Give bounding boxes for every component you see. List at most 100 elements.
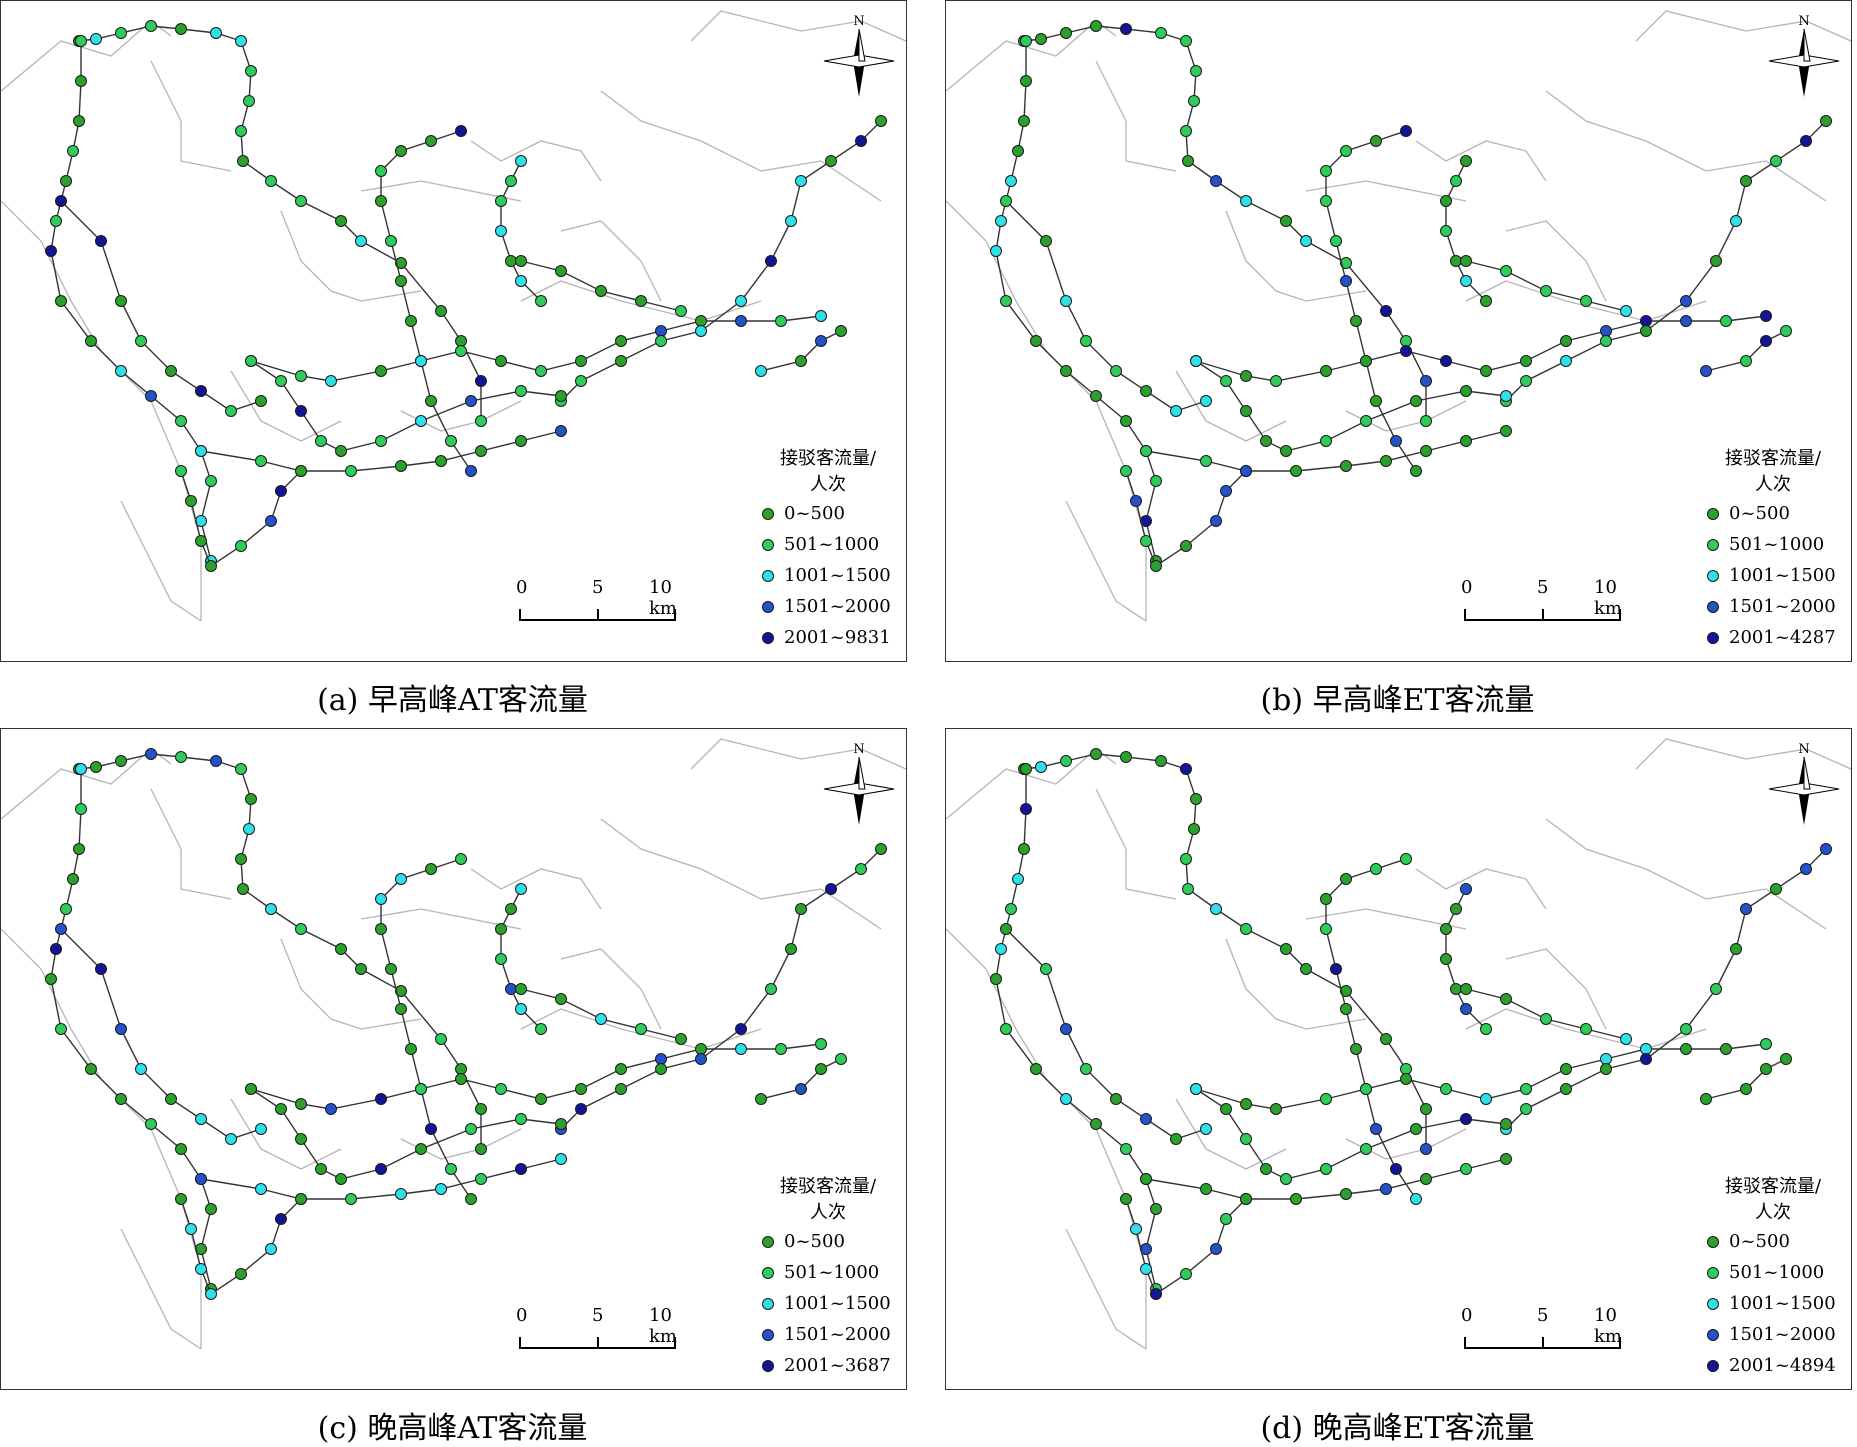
station-marker (1220, 1213, 1232, 1225)
station-marker (295, 923, 307, 935)
legend-item: 0~500 (1699, 1226, 1847, 1257)
metro-line (250, 1088, 562, 1180)
station-marker (695, 325, 707, 337)
district-boundary (690, 10, 906, 42)
station-marker (855, 863, 867, 875)
station-marker (1450, 175, 1462, 187)
station-marker (1180, 125, 1192, 137)
station-marker (1500, 1153, 1512, 1165)
station-marker (515, 385, 527, 397)
station-marker (435, 305, 447, 317)
station-marker (395, 145, 407, 157)
station-marker (1410, 1123, 1422, 1135)
station-marker (205, 1288, 217, 1300)
station-marker (115, 755, 127, 767)
station-marker (505, 983, 517, 995)
station-marker (655, 1063, 667, 1075)
metro-line (995, 41, 1157, 562)
station-marker (243, 95, 255, 107)
legend-subtitle: 人次 (1755, 1202, 1791, 1223)
station-marker (1770, 155, 1782, 167)
station-marker (465, 1193, 477, 1205)
district-boundary (520, 280, 762, 322)
station-marker (1460, 275, 1472, 287)
station-marker (55, 195, 67, 207)
scale-bar: 0 5 10 km (516, 1305, 701, 1375)
station-marker (575, 375, 587, 387)
scale-five: 5 (1537, 577, 1549, 598)
station-marker (475, 1173, 487, 1185)
metro-line (760, 1058, 842, 1100)
station-marker (1180, 763, 1192, 775)
station-marker (1580, 295, 1592, 307)
station-marker (115, 1093, 127, 1105)
scale-five: 5 (592, 577, 604, 598)
station-marker (1340, 257, 1352, 269)
map-panel-b: N 0 5 10 km 接驳客流量/ 人次 0~500 501~1000 100… (945, 0, 1852, 662)
scale-zero: 0 (1461, 1305, 1473, 1326)
station-marker (1000, 1023, 1012, 1035)
scale-ten: 10 km (649, 1305, 677, 1347)
station-marker (1180, 853, 1192, 865)
station-marker (1280, 445, 1292, 457)
station-marker (765, 983, 777, 995)
station-marker (95, 963, 107, 975)
station-marker (515, 1003, 527, 1015)
station-marker (1620, 305, 1632, 317)
legend-title: 接驳客流量/ (779, 1176, 877, 1197)
station-marker (195, 1263, 207, 1275)
station-marker (1000, 195, 1012, 207)
station-marker (1240, 1098, 1252, 1110)
station-marker (85, 1063, 97, 1075)
station-marker (265, 175, 277, 187)
station-marker (1460, 1003, 1472, 1015)
station-marker (455, 853, 467, 865)
station-marker (1060, 755, 1072, 767)
station-marker (1170, 405, 1182, 417)
station-marker (555, 993, 567, 1005)
station-marker (1780, 325, 1792, 337)
station-marker (635, 1023, 647, 1035)
station-marker (505, 175, 517, 187)
map-canvas-d (946, 738, 1851, 1350)
district-boundary (280, 938, 422, 1030)
scale-five: 5 (1537, 1305, 1549, 1326)
legend-item: 501~1000 (1699, 1257, 1847, 1288)
station-marker (1260, 1163, 1272, 1175)
legend-subtitle: 人次 (1755, 474, 1791, 495)
station-marker (165, 1093, 177, 1105)
station-marker (1090, 390, 1102, 402)
station-marker (1540, 1013, 1552, 1025)
station-marker (515, 983, 527, 995)
station-marker (1220, 485, 1232, 497)
station-marker (1200, 395, 1212, 407)
station-marker (455, 1063, 467, 1075)
station-marker (1220, 375, 1232, 387)
district-boundary (690, 738, 906, 770)
station-marker (1320, 893, 1332, 905)
station-marker (245, 793, 257, 805)
station-marker (775, 1043, 787, 1055)
station-marker (1560, 355, 1572, 367)
station-marker (835, 325, 847, 337)
district-boundary (230, 1098, 342, 1170)
station-marker (795, 903, 807, 915)
station-marker (245, 355, 257, 367)
station-marker (1210, 175, 1222, 187)
station-marker (175, 23, 187, 35)
station-marker (1740, 1083, 1752, 1095)
station-marker (1182, 155, 1194, 167)
station-marker (135, 1063, 147, 1075)
station-marker (1320, 435, 1332, 447)
station-marker (385, 235, 397, 247)
map-panel-a: N 0 5 10 km 接驳客流量/ 人次 0~500 501~1000 100… (0, 0, 907, 662)
station-marker (175, 465, 187, 477)
district-boundary (1305, 180, 1467, 202)
station-marker (1710, 255, 1722, 267)
station-marker (1680, 1023, 1692, 1035)
station-marker (345, 1193, 357, 1205)
north-arrow: N (822, 11, 896, 101)
scale-bar: 0 5 10 km (1461, 577, 1646, 647)
legend-item: 1501~2000 (1699, 591, 1847, 622)
station-marker (465, 395, 477, 407)
